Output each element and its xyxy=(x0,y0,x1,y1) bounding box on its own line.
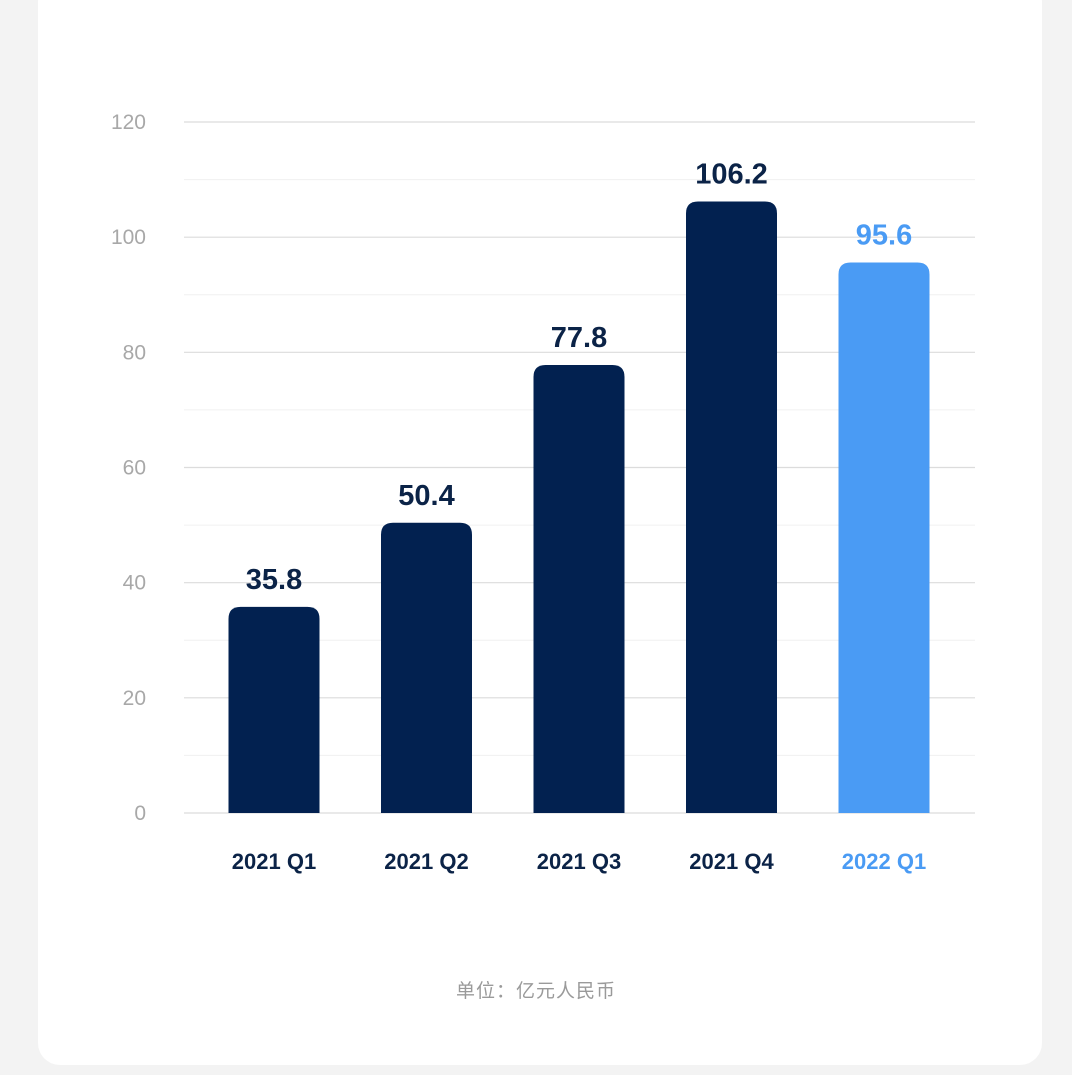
bar-value-label: 77.8 xyxy=(551,322,607,354)
x-tick-label: 2021 Q4 xyxy=(689,849,774,874)
bar-value-label: 95.6 xyxy=(856,220,912,252)
y-tick-label: 0 xyxy=(134,802,146,825)
y-tick-label: 100 xyxy=(111,226,146,249)
bars xyxy=(228,201,930,814)
x-tick-label: 2021 Q2 xyxy=(384,849,468,874)
y-axis-ticks: 0 20 40 60 80 100 120 xyxy=(111,111,146,825)
value-labels: 35.8 50.4 77.8 106.2 95.6 xyxy=(246,158,912,595)
bar-value-label: 50.4 xyxy=(398,480,454,512)
x-axis-ticks: 2021 Q1 2021 Q2 2021 Q3 2021 Q4 2022 Q1 xyxy=(232,849,926,874)
y-tick-label: 20 xyxy=(123,687,146,710)
y-tick-label: 120 xyxy=(111,111,146,134)
bar-2021-q4 xyxy=(686,201,777,814)
y-tick-label: 60 xyxy=(123,457,146,480)
bar-2022-q1 xyxy=(838,262,930,814)
x-tick-label: 2021 Q3 xyxy=(537,849,621,874)
bar-value-label: 106.2 xyxy=(695,158,768,190)
unit-note: 单位：亿元人民币 xyxy=(455,980,616,1002)
y-tick-label: 80 xyxy=(123,341,146,364)
bar-2021-q3 xyxy=(533,365,625,813)
x-tick-label: 2021 Q1 xyxy=(232,849,316,874)
bar-2021-q2 xyxy=(381,522,472,813)
x-tick-label: 2022 Q1 xyxy=(842,849,926,874)
bar-value-label: 35.8 xyxy=(246,564,302,596)
y-tick-label: 40 xyxy=(123,572,146,595)
bar-2021-q1 xyxy=(228,606,320,813)
